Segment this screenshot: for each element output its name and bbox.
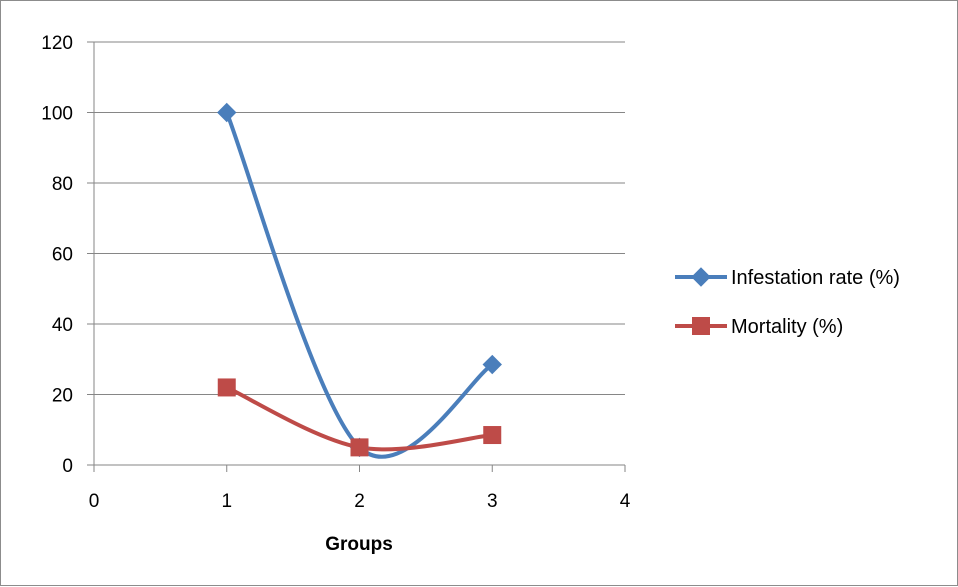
x-tick-label-1: 1 [221, 491, 232, 512]
gridlines [94, 41, 625, 395]
data-point-infestation-3 [482, 354, 502, 375]
y-tick-label-100: 100 [41, 104, 73, 125]
data-point-mortality-2 [350, 438, 369, 457]
y-tick-label-120: 120 [41, 33, 73, 54]
x-tick-label-4: 4 [620, 491, 631, 512]
data-point-infestation-1 [217, 102, 237, 123]
legend: Infestation rate (%) Mortality (%) [675, 267, 900, 338]
y-tick-label-20: 20 [52, 386, 73, 407]
data-point-mortality-3 [483, 426, 502, 445]
y-tick-label-40: 40 [52, 315, 73, 336]
legend-label-mortality: Mortality (%) [731, 316, 843, 338]
series-line-infestation [224, 110, 495, 459]
x-axis-title: Groups [325, 534, 393, 555]
x-tick-label-3: 3 [487, 491, 498, 512]
legend-marker-infestation [691, 267, 711, 287]
x-tick-label-2: 2 [354, 491, 365, 512]
y-tick-label-80: 80 [52, 174, 73, 195]
y-tick-label-60: 60 [52, 245, 73, 266]
tick-labels: 0 20 40 60 80 100 120 0 1 2 3 4 [41, 33, 630, 512]
axes [87, 41, 626, 472]
x-tick-label-0: 0 [89, 491, 100, 512]
series-markers [217, 102, 502, 458]
legend-marker-mortality [692, 317, 710, 335]
series-lines [224, 110, 495, 459]
y-tick-label-0: 0 [62, 456, 73, 477]
legend-label-infestation: Infestation rate (%) [731, 267, 900, 289]
data-point-mortality-1 [217, 378, 236, 397]
